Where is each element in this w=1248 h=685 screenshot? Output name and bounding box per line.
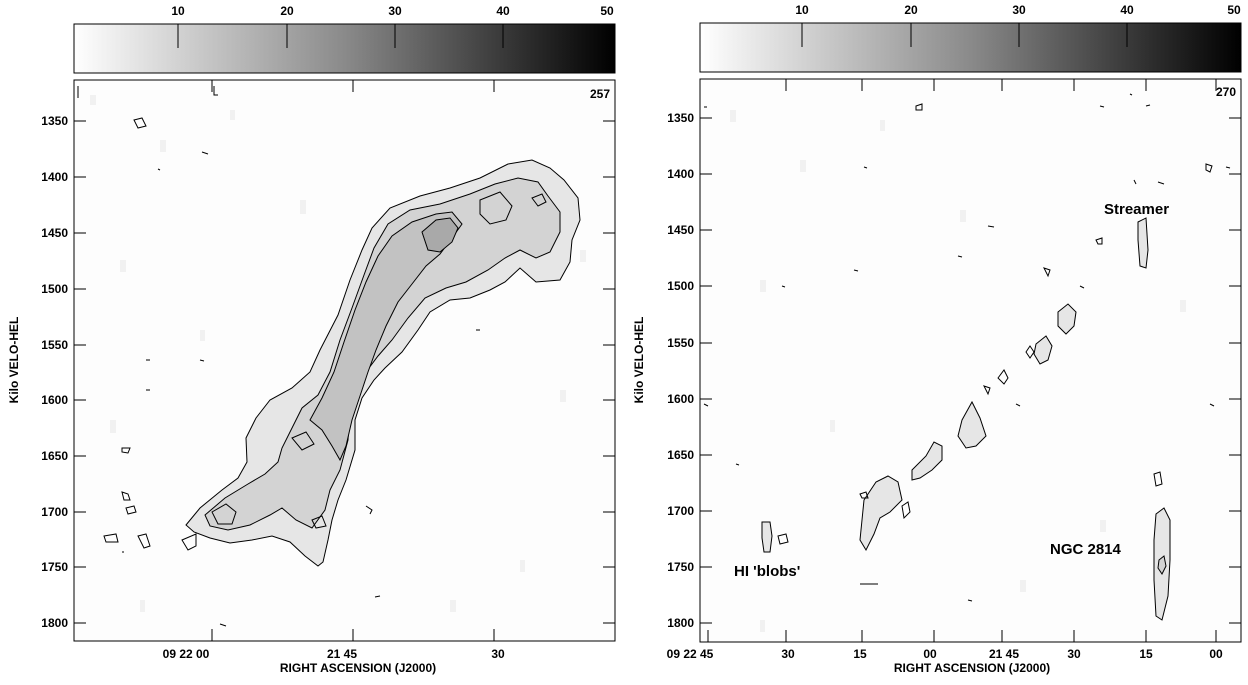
left-y-axis-title: Kilo VELO-HEL [7,317,21,404]
right-cbar-tick-label: 20 [904,3,918,17]
left-cbar-tick-label: 30 [388,4,402,18]
left-emission-knot [311,515,327,529]
left-noise [90,95,586,612]
right-cbar-tick-label: 50 [1227,3,1241,17]
right-colorbar [699,22,1242,73]
left-emission-knot [531,193,547,207]
right-y-tick-label: 1800 [667,616,694,630]
left-panel-label: 257 [590,87,610,101]
right-cbar-tick-label: 10 [795,3,809,17]
left-cbar-tick-label: 50 [600,4,614,18]
left-y-ticks [74,120,615,624]
annotation-ngc-2814: NGC 2814 [1050,541,1122,558]
left-y-tick-label: 1600 [41,393,68,407]
right-y-tick-label: 1650 [667,448,694,462]
left-y-tick-labels: 1350 1400 1450 1500 1550 1600 1650 1700 … [41,114,68,630]
left-emission-knot [291,431,315,451]
right-y-tick-labels: 1350 1400 1450 1500 1550 1600 1650 1700 … [667,111,694,630]
left-y-tick-label: 1800 [41,616,68,630]
right-hi-blobs [761,217,1171,621]
left-emission-knot [211,503,237,525]
left-colorbar [73,23,616,74]
right-noise [730,110,1186,632]
right-y-tick-label: 1550 [667,336,694,350]
right-x-tick-label: 09 22 45 [667,647,714,661]
left-noise-contours [77,86,480,627]
right-y-tick-label: 1400 [667,167,694,181]
left-emission-knot [479,191,513,225]
right-panel: 10 20 30 40 50 270 [632,3,1242,675]
right-x-tick-label: 15 [1139,647,1153,661]
left-x-ticks [211,80,495,641]
annotation-streamer: Streamer [1104,201,1169,218]
right-y-tick-label: 1700 [667,504,694,518]
left-x-tick-label: 30 [491,647,505,661]
right-x-tick-label: 15 [853,647,867,661]
right-noise-contours [703,93,1231,602]
right-cbar-tick-label: 40 [1120,3,1134,17]
right-y-tick-label: 1450 [667,223,694,237]
right-x-tick-label: 00 [1209,647,1223,661]
left-cbar-tick-label: 10 [171,4,185,18]
left-y-tick-label: 1550 [41,338,68,352]
right-cbar-tick-label: 30 [1012,3,1026,17]
annotation-hi-blobs: HI 'blobs' [734,563,800,580]
left-emission-peak [421,217,459,253]
left-y-tick-label: 1450 [41,226,68,240]
left-y-tick-label: 1700 [41,505,68,519]
left-panel: 10 20 30 40 50 257 [7,4,616,675]
left-emission-mid [204,177,561,531]
left-cbar-tick-label: 40 [496,4,510,18]
right-x-tick-label: 30 [1067,647,1081,661]
right-y-ticks [700,117,1241,624]
left-y-tick-label: 1350 [41,114,68,128]
right-x-tick-label: 21 45 [989,647,1019,661]
right-y-tick-label: 1600 [667,392,694,406]
right-x-ticks [707,79,1217,642]
left-emission-inner [309,211,463,462]
right-plot-frame [699,78,1242,643]
left-x-tick-label: 09 22 00 [163,647,210,661]
left-x-axis-title: RIGHT ASCENSION (J2000) [280,661,436,675]
right-y-tick-label: 1350 [667,111,694,125]
left-y-tick-label: 1750 [41,560,68,574]
left-y-tick-label: 1500 [41,282,68,296]
left-y-tick-label: 1400 [41,170,68,184]
right-y-tick-label: 1750 [667,560,694,574]
right-x-axis-title: RIGHT ASCENSION (J2000) [894,661,1050,675]
right-panel-label: 270 [1216,85,1236,99]
right-x-tick-label: 00 [923,647,937,661]
left-cbar-tick-label: 20 [280,4,294,18]
left-y-tick-label: 1650 [41,449,68,463]
left-x-tick-label: 21 45 [327,647,357,661]
right-y-tick-label: 1500 [667,279,694,293]
right-x-tick-label: 30 [781,647,795,661]
right-colorbar-ticks [801,23,1128,47]
left-colorbar-ticks [177,24,504,48]
right-y-axis-title: Kilo VELO-HEL [632,317,646,404]
